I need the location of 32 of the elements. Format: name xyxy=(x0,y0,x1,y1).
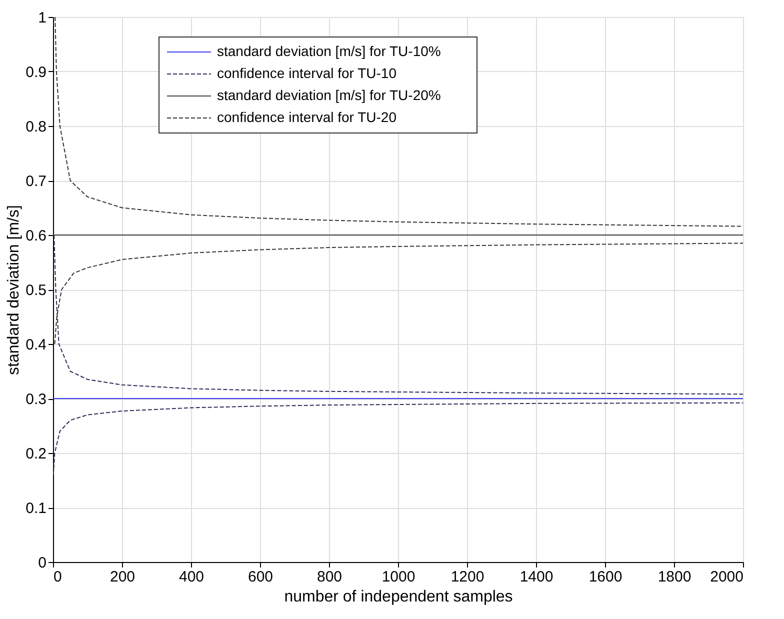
line-series xyxy=(54,17,743,227)
y-axis-title: standard deviation [m/s] xyxy=(6,205,23,375)
legend-label: standard deviation [m/s] for TU-10% xyxy=(217,43,441,59)
y-tick-label: 1 xyxy=(38,10,46,26)
y-tick-label: 0.9 xyxy=(26,64,46,81)
line-series xyxy=(53,402,743,476)
y-tick-label: 0.3 xyxy=(26,391,46,408)
x-tick-label: 1200 xyxy=(450,568,484,586)
y-tick-label: 0.7 xyxy=(26,173,46,190)
x-tick-label: 400 xyxy=(178,568,204,586)
y-tick-label: 0.6 xyxy=(26,228,46,244)
x-tick-label: 2000 xyxy=(710,568,744,586)
y-tick-label: 0.1 xyxy=(26,500,46,517)
x-tick-label: 0 xyxy=(54,568,62,586)
y-tick-label: 0 xyxy=(38,554,46,572)
x-axis-title: number of independent samples xyxy=(284,588,513,606)
line-series xyxy=(54,242,743,344)
x-tick-label: 800 xyxy=(316,568,342,586)
x-tick-label: 1400 xyxy=(520,568,554,586)
x-tick-label: 1000 xyxy=(382,568,416,586)
line-series xyxy=(54,234,743,395)
legend-label: confidence interval for TU-20 xyxy=(217,109,397,125)
x-tick-label: 200 xyxy=(110,568,136,586)
y-tick-label: 0.8 xyxy=(26,118,46,136)
legend-label: confidence interval for TU-10 xyxy=(217,65,397,81)
x-tick-label: 600 xyxy=(248,568,274,586)
legend-label: standard deviation [m/s] for TU-20% xyxy=(217,87,441,103)
y-tick-label: 0.4 xyxy=(26,336,46,354)
y-tick-label: 0.2 xyxy=(26,446,46,462)
x-tick-label: 1600 xyxy=(588,568,622,586)
x-tick-label: 1800 xyxy=(658,568,692,586)
y-tick-label: 0.5 xyxy=(26,282,46,299)
